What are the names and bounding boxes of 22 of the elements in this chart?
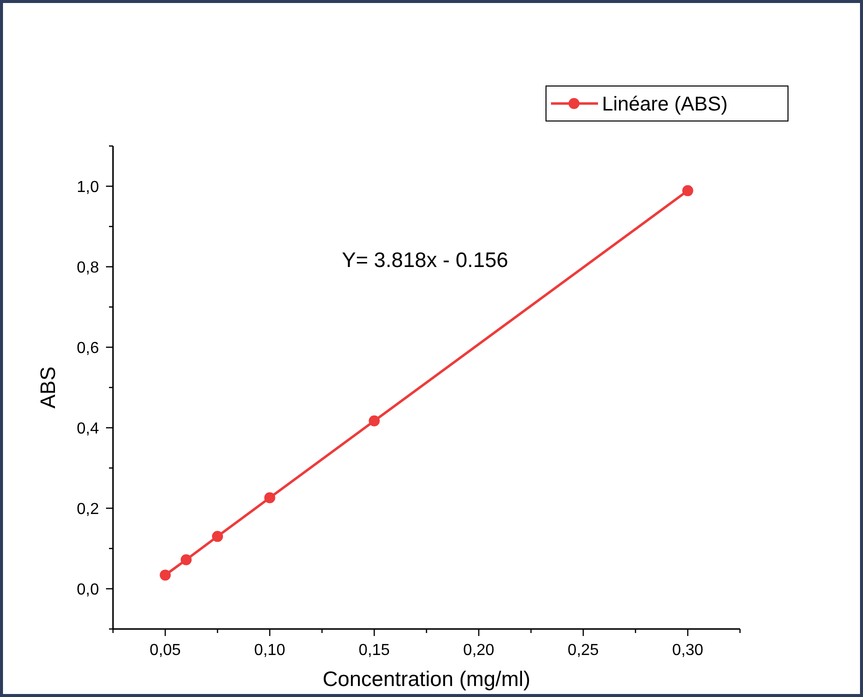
y-tick-label: 1,0 [76, 178, 100, 196]
x-tick-label: 0,30 [672, 642, 704, 659]
y-tick-label: 0,4 [76, 420, 100, 438]
y-tick-label: 0,6 [76, 340, 100, 357]
point [160, 570, 171, 581]
annotation: Y= 3.818x - 0.156 [342, 249, 508, 272]
y-tick-label: 0,8 [76, 259, 100, 276]
point [212, 530, 223, 542]
point [682, 185, 694, 196]
x-axis-title: Concentration (mg/ml) [322, 668, 530, 691]
point [180, 554, 192, 566]
y-tick-label: 0,2 [76, 500, 100, 518]
x-tick-label: 0,15 [358, 642, 390, 659]
y-tick-label: 0,0 [76, 581, 100, 598]
x-tick-label: 0,05 [150, 642, 181, 659]
point [368, 415, 380, 426]
legend-label: Linéare (ABS) [602, 94, 728, 116]
point [264, 492, 276, 504]
x-tick-label: 0,25 [568, 642, 599, 659]
y-axis-title: ABS [37, 366, 60, 409]
x-tick-label: 0,20 [463, 642, 494, 659]
x-tick-label: 0,10 [254, 642, 286, 659]
